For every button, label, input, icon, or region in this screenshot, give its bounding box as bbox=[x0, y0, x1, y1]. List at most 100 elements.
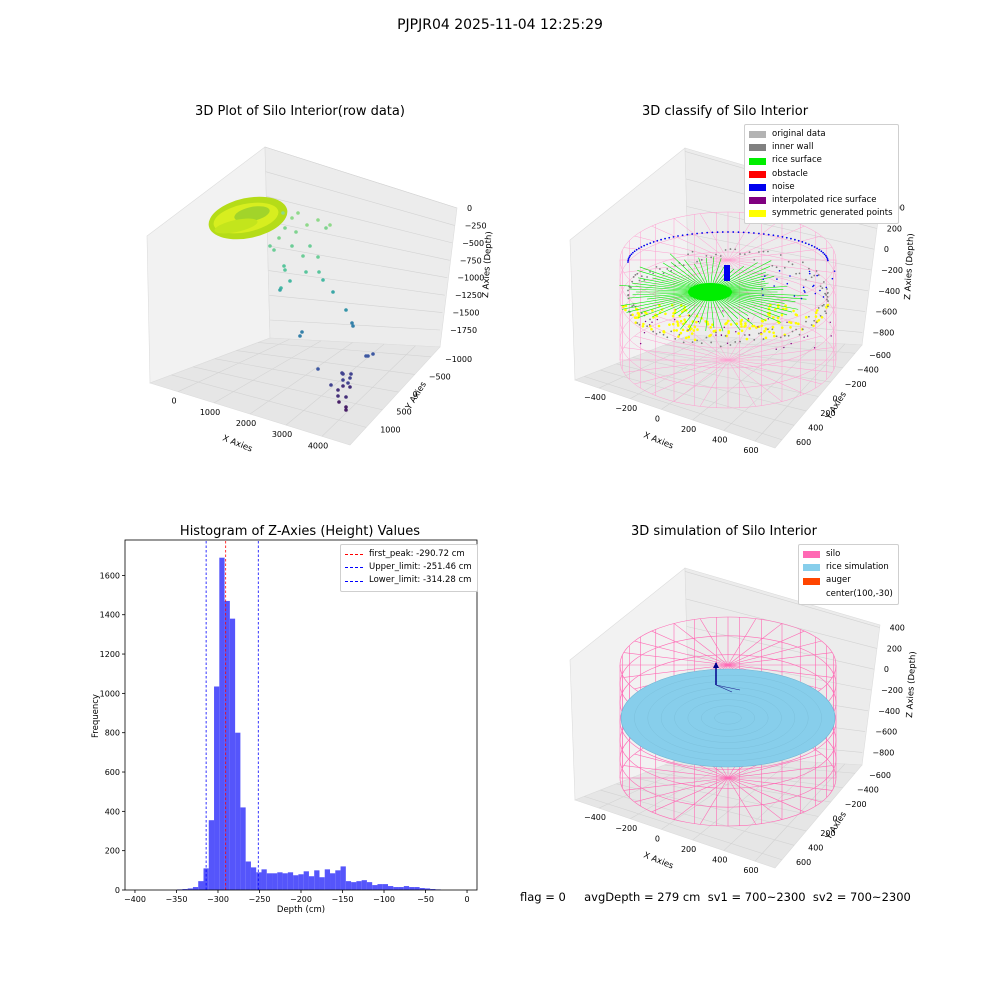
hist-xtick: −50 bbox=[417, 895, 434, 904]
histogram-bar bbox=[340, 866, 346, 890]
wall-point bbox=[822, 281, 825, 283]
wall-point bbox=[813, 274, 816, 277]
wall-point bbox=[808, 267, 810, 270]
legend-entry: interpolated rice surface bbox=[749, 194, 893, 207]
p4-xtick: −400 bbox=[584, 813, 606, 822]
p1-ytick: 1000 bbox=[380, 425, 400, 434]
wall-point bbox=[779, 254, 782, 256]
wall-point bbox=[815, 270, 818, 272]
noise-point bbox=[758, 232, 760, 235]
symmetric-point bbox=[755, 326, 758, 329]
noise-point bbox=[752, 232, 755, 234]
rice-surface-core bbox=[688, 283, 732, 301]
symmetric-point bbox=[776, 305, 780, 309]
status-footer: flag = 0 avgDepth = 279 cm sv1 = 700~230… bbox=[520, 890, 911, 904]
hist-ytick: 1000 bbox=[100, 689, 120, 698]
wall-point bbox=[783, 266, 786, 269]
raw-point bbox=[278, 288, 282, 292]
p2-xtick: 200 bbox=[681, 425, 696, 434]
histogram-bar bbox=[256, 872, 262, 890]
raw-point bbox=[349, 372, 353, 376]
symmetric-point bbox=[740, 329, 744, 333]
p2-ytick: −600 bbox=[869, 351, 891, 360]
symmetric-point bbox=[690, 332, 694, 335]
raw-point bbox=[336, 388, 340, 392]
surface-grid bbox=[634, 674, 822, 762]
raw-scatter-points bbox=[268, 211, 375, 412]
auger bbox=[713, 662, 741, 693]
noise-point bbox=[686, 233, 689, 236]
wall-point bbox=[771, 264, 774, 267]
symmetric-point bbox=[693, 325, 697, 329]
hist-ytick: 1200 bbox=[100, 650, 120, 659]
legend-entry: silo bbox=[803, 548, 893, 561]
symmetric-point bbox=[727, 330, 730, 333]
p2-ztick: 0 bbox=[884, 245, 889, 254]
p4-xtick: 600 bbox=[743, 866, 758, 875]
legend-entry: symmetric generated points bbox=[749, 207, 893, 220]
symmetric-point bbox=[624, 308, 627, 312]
symmetric-point bbox=[714, 329, 717, 333]
wall-point bbox=[810, 276, 813, 279]
legend-label: Upper_limit: -251.46 cm bbox=[369, 562, 472, 573]
wall-point bbox=[734, 248, 737, 251]
symmetric-point bbox=[764, 327, 768, 330]
p4-xlabel: X Axies bbox=[642, 851, 675, 872]
wall-point bbox=[691, 250, 694, 253]
noise-point bbox=[777, 235, 779, 237]
legend-swatch bbox=[749, 144, 766, 152]
symmetric-point bbox=[752, 324, 756, 328]
symmetric-point bbox=[794, 321, 798, 325]
wall-point bbox=[791, 263, 794, 266]
wall-point bbox=[795, 272, 798, 275]
interpolated-point bbox=[697, 320, 700, 323]
p4-ytick: −600 bbox=[869, 771, 891, 780]
panel2-3d-plot: −400 −200 0 200 400 600 −600 −400 −200 0 200 400 600… bbox=[569, 147, 916, 455]
raw-point bbox=[341, 378, 345, 382]
noise-point bbox=[640, 246, 643, 248]
wall-point bbox=[801, 328, 804, 331]
wall-point bbox=[734, 341, 737, 343]
symmetric-point bbox=[760, 324, 764, 328]
p1-ytick: −1000 bbox=[445, 355, 472, 364]
wall-point bbox=[631, 280, 634, 283]
histogram-title: Histogram of Z-Axies (Height) Values bbox=[179, 524, 421, 539]
wall-point bbox=[662, 333, 665, 336]
symmetric-point bbox=[735, 322, 739, 326]
legend-label: rice surface bbox=[772, 155, 822, 166]
raw-point bbox=[316, 218, 320, 222]
symmetric-point bbox=[683, 318, 686, 321]
legend-label: inner wall bbox=[772, 142, 814, 153]
symmetric-point bbox=[745, 337, 749, 341]
wall-point bbox=[705, 336, 708, 339]
raw-point bbox=[296, 211, 300, 215]
legend-entry: center(100,-30) bbox=[803, 588, 893, 601]
noise-point bbox=[802, 286, 805, 289]
p2-ztick: −600 bbox=[875, 308, 897, 317]
wall-point bbox=[715, 253, 717, 256]
noise-point bbox=[747, 231, 750, 234]
histogram-bar bbox=[314, 870, 320, 890]
histogram-bar bbox=[192, 887, 199, 890]
wall-point bbox=[627, 289, 629, 292]
symmetric-point bbox=[676, 320, 679, 323]
noise-point bbox=[825, 256, 828, 259]
histogram-bar bbox=[366, 882, 373, 890]
noise-point bbox=[721, 231, 724, 233]
wall-point bbox=[646, 276, 648, 278]
raw-point bbox=[304, 270, 308, 274]
noise-point bbox=[823, 253, 826, 256]
legend-label: interpolated rice surface bbox=[772, 195, 877, 206]
histogram-bar bbox=[250, 867, 257, 890]
wall-point bbox=[662, 272, 665, 275]
wall-point bbox=[640, 275, 643, 278]
wall-point bbox=[783, 334, 786, 337]
legend-swatch bbox=[749, 183, 766, 191]
symmetric-point bbox=[794, 313, 798, 316]
noise-point bbox=[649, 242, 652, 245]
symmetric-point bbox=[764, 336, 768, 340]
histogram-chart: −400 −350 −300 −250 −200 −150 −100 −50 0 0 200 400 6… bbox=[91, 539, 478, 915]
symmetric-point bbox=[642, 322, 645, 326]
wall-point bbox=[678, 333, 681, 336]
symmetric-point bbox=[792, 309, 795, 313]
